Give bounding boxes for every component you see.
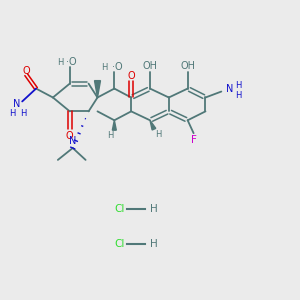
Polygon shape (94, 81, 100, 98)
Text: H: H (101, 63, 108, 72)
Text: Cl: Cl (115, 204, 125, 214)
Text: H: H (235, 81, 242, 90)
Text: H: H (20, 109, 26, 118)
Text: ·O: ·O (112, 62, 123, 72)
Text: H: H (150, 239, 158, 249)
Text: N: N (13, 99, 20, 110)
Polygon shape (150, 120, 156, 130)
Polygon shape (112, 120, 116, 130)
Text: O: O (22, 66, 30, 76)
Text: N: N (226, 84, 233, 94)
Text: H: H (150, 204, 158, 214)
Text: O: O (66, 131, 74, 141)
Text: N: N (69, 136, 76, 146)
Text: F: F (191, 135, 197, 145)
Text: H: H (155, 130, 161, 139)
Text: Cl: Cl (115, 239, 125, 249)
Text: O: O (128, 71, 135, 81)
Text: H: H (107, 130, 114, 140)
Text: H: H (235, 91, 242, 100)
Text: H: H (57, 58, 63, 67)
Text: OH: OH (180, 61, 195, 71)
Text: ·O: ·O (66, 57, 77, 67)
Text: OH: OH (142, 61, 158, 71)
Text: H: H (9, 109, 16, 118)
